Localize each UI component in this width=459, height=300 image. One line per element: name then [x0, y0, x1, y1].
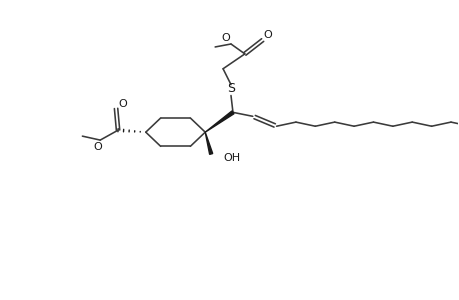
Text: OH: OH — [223, 153, 240, 163]
Text: S: S — [226, 82, 235, 95]
Text: O: O — [118, 99, 127, 110]
Polygon shape — [205, 132, 212, 154]
Polygon shape — [205, 111, 234, 132]
Text: O: O — [94, 142, 102, 152]
Text: O: O — [221, 33, 230, 43]
Text: O: O — [263, 30, 271, 40]
